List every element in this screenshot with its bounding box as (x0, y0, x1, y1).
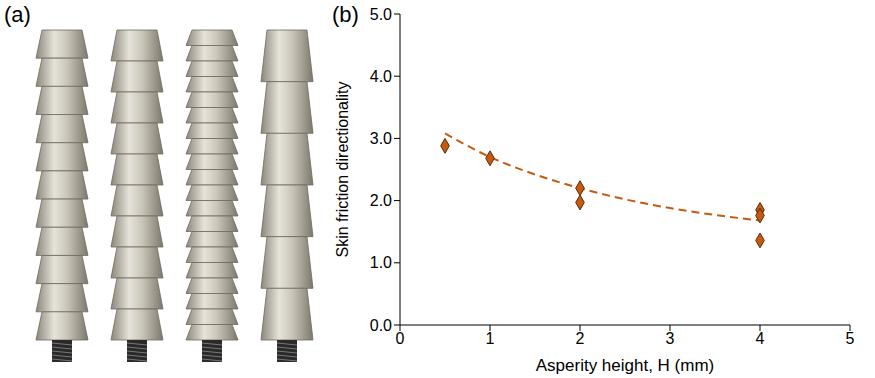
html-text:(b): (b) (332, 2, 359, 27)
svg-text:0: 0 (396, 330, 405, 347)
svg-text:(a): (a) (4, 2, 31, 27)
svg-text:4.0: 4.0 (370, 68, 392, 85)
svg-text:1: 1 (486, 330, 495, 347)
svg-text:2.0: 2.0 (370, 192, 392, 209)
svg-text:3: 3 (666, 330, 675, 347)
svg-text:2: 2 (576, 330, 585, 347)
svg-text:0.0: 0.0 (370, 317, 392, 334)
svg-text:Skin friction directionality: Skin friction directionality (334, 81, 351, 257)
svg-text:4: 4 (756, 330, 765, 347)
svg-text:Asperity height, H (mm): Asperity height, H (mm) (536, 356, 715, 375)
svg-text:5.0: 5.0 (370, 6, 392, 23)
svg-text:3.0: 3.0 (370, 130, 392, 147)
svg-text:5: 5 (846, 330, 855, 347)
svg-text:1.0: 1.0 (370, 254, 392, 271)
